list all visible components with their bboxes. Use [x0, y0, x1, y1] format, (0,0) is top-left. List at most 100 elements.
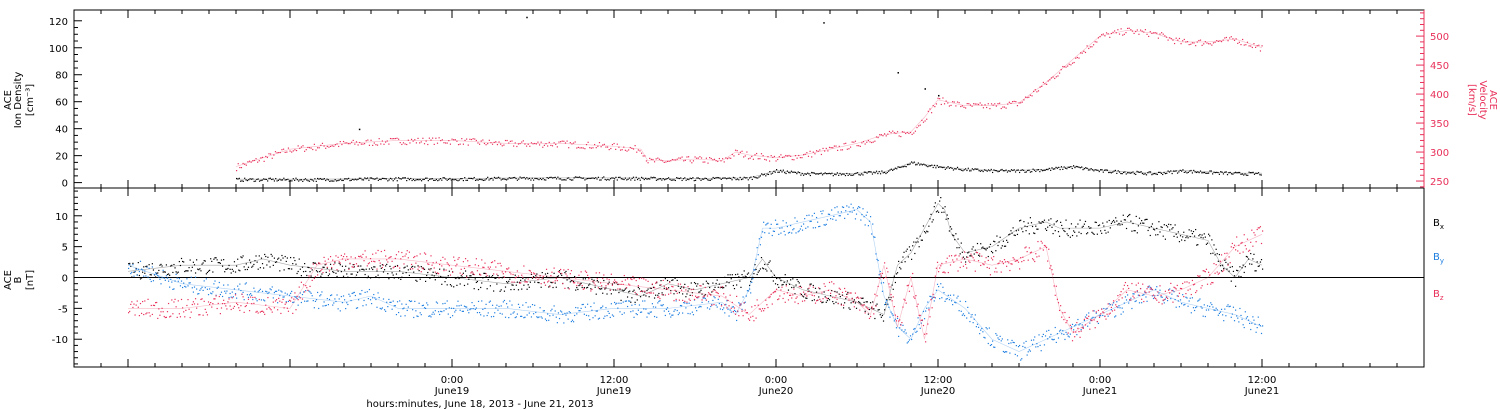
- velocity-series-point: [1000, 107, 1002, 110]
- by-series-point: [976, 323, 979, 325]
- bx-series-point: [823, 291, 825, 293]
- velocity-series-point: [824, 150, 826, 152]
- bx-series-point: [596, 280, 598, 282]
- bz-series-point: [467, 260, 469, 262]
- bx-series-point: [219, 262, 221, 264]
- bx-series-point: [1062, 228, 1064, 230]
- density-series-point: [430, 178, 432, 180]
- density-series-point: [551, 177, 554, 179]
- by-series-point: [1098, 315, 1101, 317]
- by-series-point: [1145, 296, 1147, 298]
- bx-series-point: [944, 206, 946, 208]
- density-series-point: [1245, 174, 1247, 176]
- bx-series-point: [193, 264, 196, 266]
- bx-series-point: [1131, 230, 1133, 232]
- by-series-point: [827, 213, 830, 215]
- velocity-series-point: [953, 101, 955, 103]
- velocity-series-point: [657, 157, 659, 159]
- density-series-point: [882, 172, 884, 174]
- density-series-point: [669, 178, 671, 181]
- by-series-point: [218, 281, 220, 284]
- density-series-point: [299, 179, 301, 181]
- bx-series-point: [536, 273, 538, 275]
- bz-series-point: [256, 310, 258, 312]
- velocity-series-point: [678, 157, 680, 159]
- bz-series-point: [329, 256, 332, 258]
- by-series-point: [685, 307, 687, 309]
- by-series-point: [1154, 295, 1156, 297]
- velocity-series-point: [1254, 46, 1257, 48]
- bx-series-point: [231, 268, 233, 270]
- bx-series-point: [167, 273, 170, 275]
- bz-series-point: [1256, 228, 1258, 231]
- bx-series-point: [1166, 226, 1169, 228]
- bx-series-point: [854, 302, 857, 304]
- bx-series-point: [570, 280, 572, 282]
- bz-series-point: [1246, 238, 1249, 240]
- bx-series-point: [1117, 224, 1119, 226]
- bx-series-point: [859, 301, 861, 304]
- bx-series-point: [914, 252, 916, 255]
- density-series-point: [318, 178, 320, 180]
- bx-series-point: [1232, 270, 1235, 273]
- bz-series-point: [342, 255, 345, 258]
- density-series-point: [778, 171, 780, 173]
- bx-series-point: [1111, 221, 1114, 223]
- density-series-point: [682, 178, 685, 180]
- by-series-point: [236, 297, 238, 299]
- density-series-point: [1230, 173, 1233, 175]
- density-outlier-point: [897, 72, 899, 74]
- by-series-point: [544, 318, 547, 320]
- bx-series-point: [415, 279, 417, 281]
- bz-series-point: [227, 301, 229, 303]
- bz-series-point: [1203, 270, 1205, 272]
- bz-series-point: [780, 289, 782, 291]
- density-series-point: [541, 178, 543, 181]
- bz-series-point: [877, 285, 879, 288]
- bx-series-point: [1132, 222, 1134, 225]
- by-series-point: [819, 225, 821, 227]
- by-series-point: [1116, 301, 1118, 303]
- velocity-series-point: [875, 136, 878, 138]
- velocity-series-point: [687, 156, 690, 158]
- velocity-series-point: [1078, 57, 1080, 59]
- bx-series-point: [322, 266, 324, 268]
- by-series-point: [157, 275, 159, 277]
- density-series-point: [1059, 168, 1061, 171]
- by-series-point: [450, 307, 453, 309]
- density-series-point: [623, 178, 625, 181]
- bx-series-point: [674, 277, 676, 279]
- bx-series-point: [1033, 232, 1035, 234]
- by-series-point: [358, 299, 360, 301]
- bx-series-point: [575, 289, 577, 291]
- bx-series-point: [881, 314, 884, 317]
- density-series-point: [1013, 169, 1015, 171]
- bz-series-point: [752, 315, 754, 317]
- bz-series-point: [387, 261, 389, 263]
- by-series-point: [1002, 350, 1004, 353]
- bx-series-point: [1020, 219, 1022, 221]
- density-series-point: [360, 177, 362, 179]
- by-series-point: [1187, 305, 1189, 307]
- bx-series-point: [800, 293, 803, 296]
- by-series-point: [174, 280, 176, 282]
- by-series-point: [1070, 326, 1073, 328]
- bz-series-point: [137, 306, 139, 308]
- bz-series-point: [805, 293, 807, 295]
- bx-series-point: [1218, 253, 1220, 256]
- bz-series-point: [305, 285, 307, 287]
- bx-series-point: [662, 294, 664, 296]
- velocity-series-point: [571, 143, 573, 145]
- bz-series-point: [1052, 273, 1054, 275]
- bz-series-point: [571, 280, 574, 282]
- bx-series-point: [1188, 229, 1190, 231]
- velocity-series-point: [950, 104, 952, 107]
- bx-series-point: [1097, 225, 1100, 227]
- bz-series-point: [455, 265, 457, 267]
- by-series-point: [182, 286, 184, 289]
- top-right-axis-label: ACE Velocity [km/s]: [1466, 80, 1498, 119]
- density-series-point: [935, 167, 937, 169]
- density-series-point: [776, 169, 778, 171]
- density-series-point: [654, 177, 656, 179]
- density-series-point: [1133, 173, 1135, 175]
